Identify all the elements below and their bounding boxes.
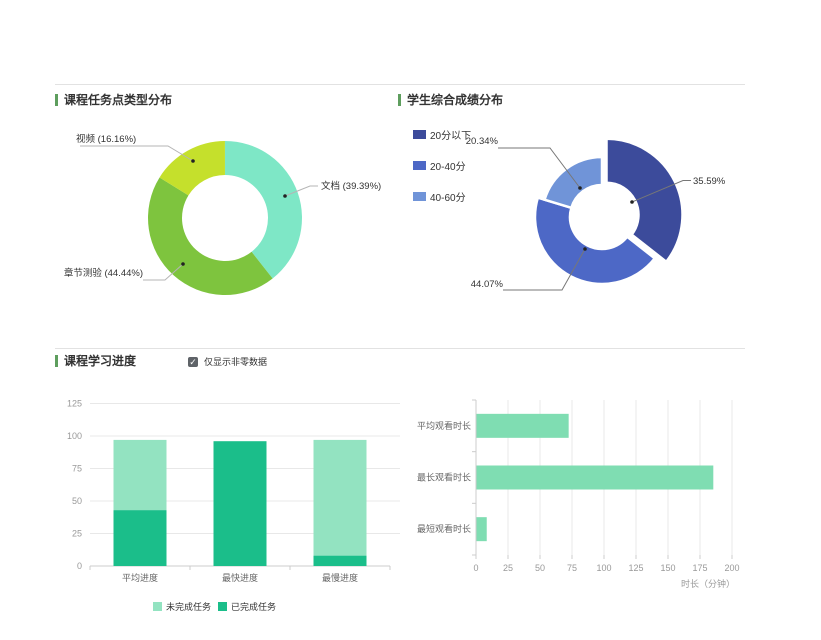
score-distribution-rose-chart[interactable]: 35.59% 44.07% 20.34% [430,118,750,318]
legend-label: 40-60分 [430,193,466,204]
label-leader-line [284,185,318,197]
legend-swatch[interactable] [153,602,162,611]
rose-slice-40-60分[interactable] [542,155,604,210]
title-marker-icon [398,93,401,106]
x-tick-label: 75 [567,563,577,573]
legend-swatch [413,130,426,139]
task-type-donut-chart[interactable]: 文档 (39.39%) 章节测验 (44.44%) 视频 (16.16%) [55,125,395,325]
x-tick-label: 175 [692,563,707,573]
pie-slice-label: 文档 (39.39%) [321,180,381,192]
y-tick-label: 25 [72,529,82,539]
bar-uncompleted-最慢进度[interactable] [313,439,367,556]
x-category-label: 平均进度 [122,572,158,583]
y-tick-label: 125 [67,399,82,409]
legend-label: 已完成任务 [231,601,276,612]
label-dot [283,194,287,198]
nonzero-filter: ✓ 仅显示非零数据 [188,355,267,368]
x-tick-label: 125 [628,563,643,573]
y-tick-label: 50 [72,496,82,506]
label-leader-line [143,263,184,281]
title-marker-icon [55,354,58,367]
donut-slice-章节测验[interactable] [148,177,273,295]
pie-slice-label: 章节测验 (44.44%) [64,267,143,279]
bar-平均观看时长[interactable] [476,413,569,438]
section-title-learning-progress: 课程学习进度 [55,352,136,369]
bar-completed-最慢进度[interactable] [313,555,367,566]
label-leader-line [498,147,581,189]
pie-slice-label: 44.07% [471,279,504,290]
x-tick-label: 0 [473,563,478,573]
label-leader-line [503,248,586,291]
x-tick-label: 100 [596,563,611,573]
bar-最长观看时长[interactable] [476,465,714,490]
legend-item-40-60[interactable]: 40-60分 [413,189,471,204]
label-leader-line [631,180,691,203]
section-title-score-distribution: 学生综合成绩分布 [398,91,503,108]
title-marker-icon [55,93,58,106]
donut-slice-视频[interactable] [159,141,225,196]
section-title-text: 课程任务点类型分布 [64,93,173,107]
legend-swatch [413,192,426,201]
x-tick-label: 25 [503,563,513,573]
top-divider [55,84,745,85]
legend-label: 20-40分 [430,162,466,173]
nonzero-filter-label: 仅显示非零数据 [204,357,268,367]
y-category-label: 平均观看时长 [417,420,471,431]
y-category-label: 最短观看时长 [417,523,471,534]
watch-duration-bar-chart[interactable]: 0 25 50 75 100 125 150 175 200 平均观看时长最长观看时长最短观看时长… [405,388,760,603]
nonzero-filter-checkbox[interactable]: ✓ [188,356,198,367]
x-tick-label: 200 [724,563,739,573]
label-dot [578,186,582,190]
legend-swatch [413,161,426,170]
legend-label: 未完成任务 [166,601,211,612]
label-dot [583,247,587,251]
bar-uncompleted-平均进度[interactable] [113,439,167,511]
legend-item-under-20[interactable]: 20分以下 [413,127,471,142]
y-tick-label: 0 [77,561,82,571]
x-tick-label: 50 [535,563,545,573]
section-title-text: 学生综合成绩分布 [407,93,504,107]
label-dot [630,200,634,204]
x-axis-title: 时长（分钟） [681,578,735,589]
legend-item-20-40[interactable]: 20-40分 [413,158,471,173]
x-category-label: 最快进度 [222,572,258,583]
donut-slice-文档[interactable] [225,141,302,279]
x-category-label: 最慢进度 [322,572,358,583]
pie-slice-label: 35.59% [693,176,726,187]
label-dot [181,262,185,266]
bar-最短观看时长[interactable] [476,517,487,542]
score-distribution-legend: 20分以下 20-40分 40-60分 [413,127,471,204]
bar-completed-最快进度[interactable] [213,441,267,566]
section-title-text: 课程学习进度 [64,354,137,368]
legend-label: 20分以下 [430,131,472,142]
label-dot [191,159,195,163]
y-category-label: 最长观看时长 [417,472,471,483]
rose-slice-20分以下[interactable] [605,137,684,264]
y-tick-label: 100 [67,431,82,441]
rose-slice-20-40分[interactable] [533,196,657,286]
pie-slice-label: 视频 (16.16%) [76,133,136,145]
y-tick-label: 75 [72,464,82,474]
bar-completed-平均进度[interactable] [113,510,167,566]
label-leader-line [80,145,194,162]
x-tick-label: 150 [660,563,675,573]
legend-swatch[interactable] [218,602,227,611]
pie-slice-label: 20.34% [466,136,499,147]
section-title-task-types: 课程任务点类型分布 [55,91,172,108]
middle-divider [55,348,745,349]
